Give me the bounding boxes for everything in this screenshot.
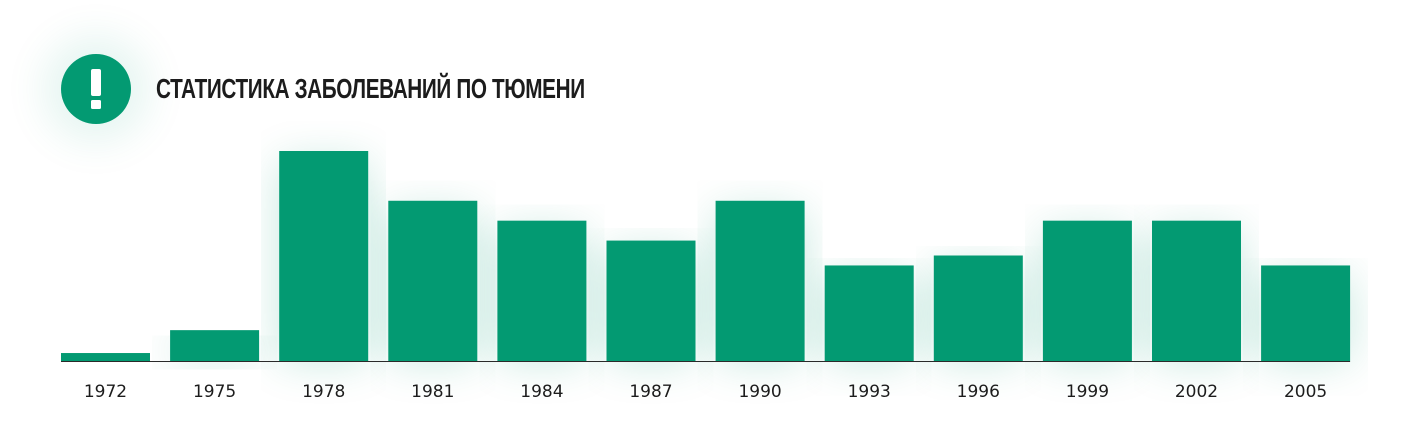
bar-1975	[170, 330, 260, 361]
x-tick-label: 1996	[957, 382, 1000, 402]
x-tick-label: 1987	[629, 382, 672, 402]
x-tick-label: 1975	[193, 382, 236, 402]
bar-1990	[715, 200, 805, 361]
x-tick-label: 1981	[411, 382, 454, 402]
x-tick-label: 2005	[1284, 382, 1327, 402]
bars-layer	[61, 151, 1351, 361]
x-tick-label: 1978	[302, 382, 345, 402]
bar-1984	[497, 220, 587, 361]
x-tick-label: 2002	[1175, 382, 1218, 402]
bar-1981	[388, 200, 478, 361]
bar-2002	[1152, 220, 1241, 361]
bar-1987	[606, 240, 696, 361]
exclamation-icon	[89, 69, 103, 109]
x-tick-label: 1993	[848, 382, 891, 402]
bar-1993	[824, 265, 914, 361]
bar-1972	[61, 353, 150, 361]
bar-1996	[933, 255, 1023, 361]
x-tick-label: 1972	[84, 382, 127, 402]
chart-header: Статистика заболеваний по Тюмени	[61, 54, 735, 124]
x-tick-label: 1990	[738, 382, 781, 402]
bar-1999	[1042, 220, 1132, 361]
bar-2005	[1261, 265, 1351, 361]
x-tick-label: 1999	[1066, 382, 1109, 402]
page-title: Статистика заболеваний по Тюмени	[156, 73, 585, 104]
alert-badge	[61, 54, 131, 124]
x-tick-label: 1984	[520, 382, 563, 402]
bar-1978	[279, 151, 369, 361]
x-tick-labels: 1972 1975 1978 1981 1984 1987 1990 1993 1996 1999…	[84, 382, 1327, 402]
